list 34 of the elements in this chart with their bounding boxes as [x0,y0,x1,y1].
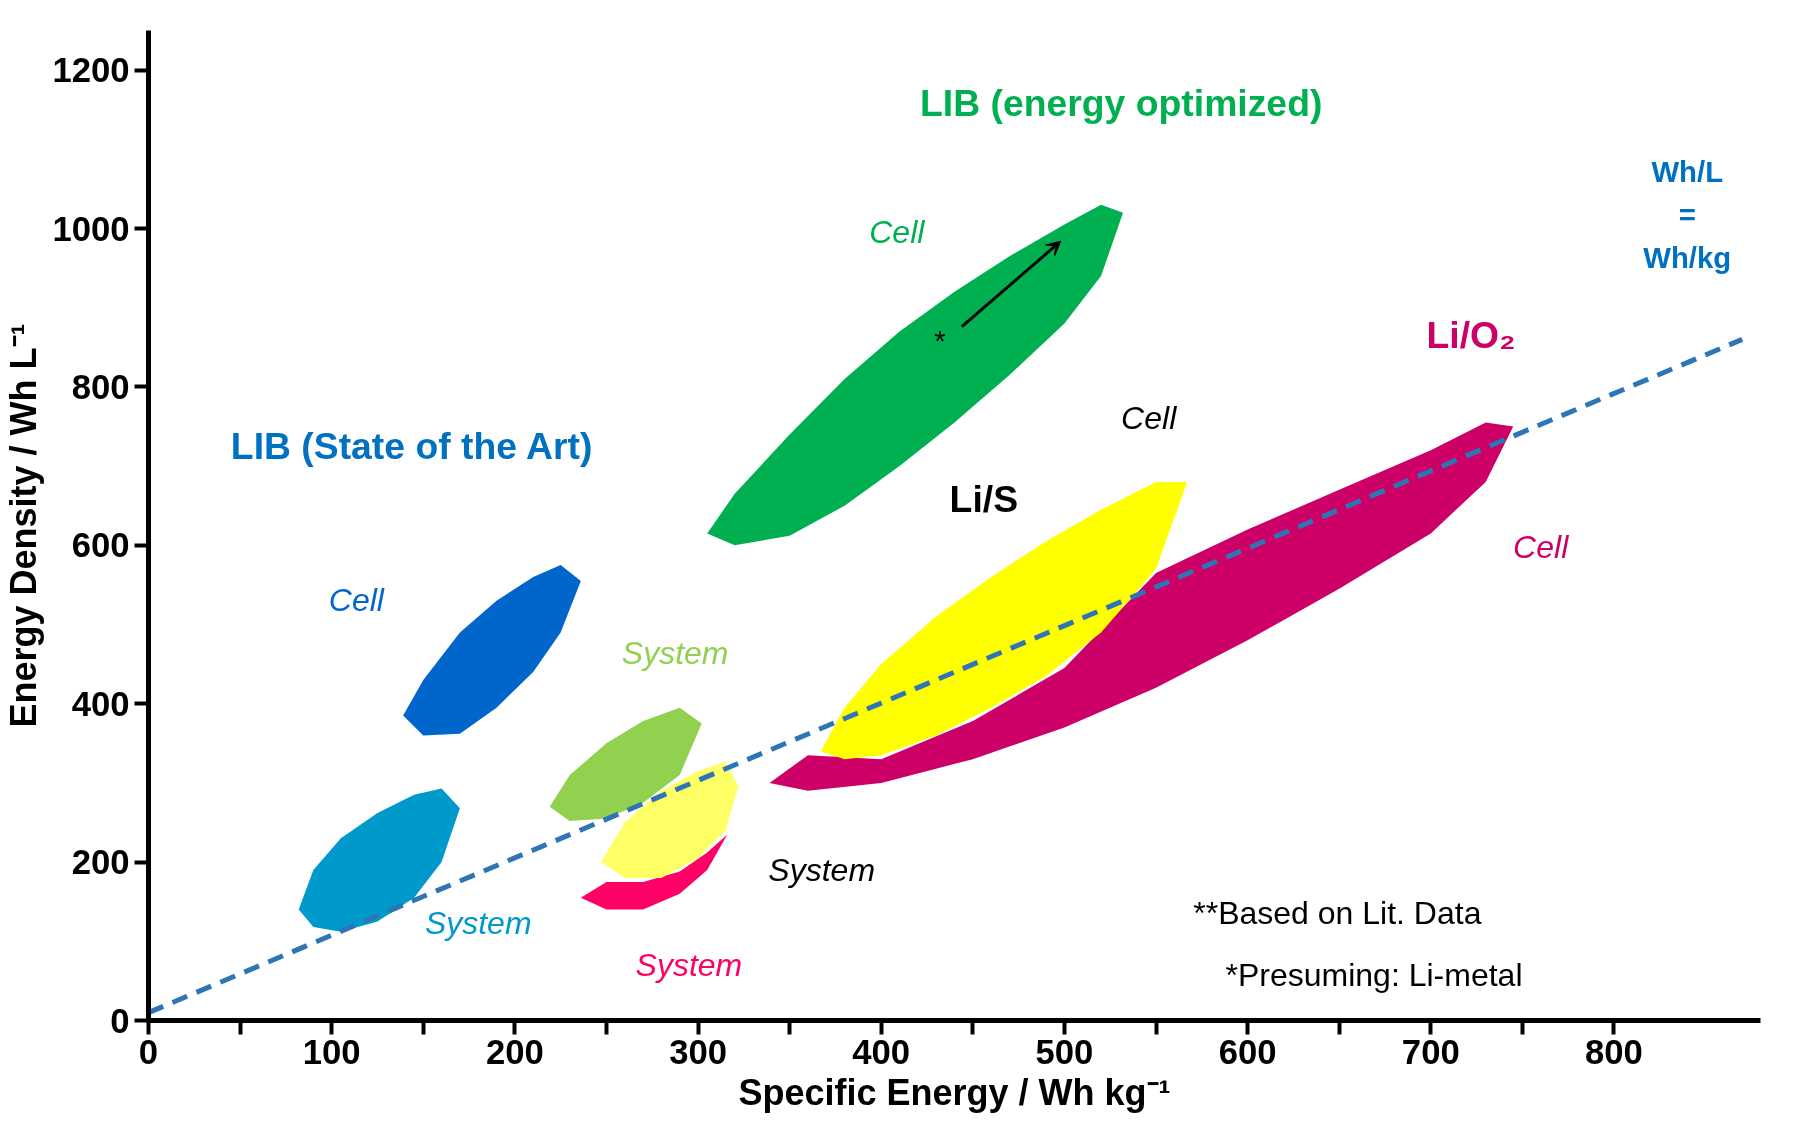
y-tick-label: 0 [110,1001,130,1040]
series-label: System [621,634,729,671]
annotation: * [934,324,946,358]
y-axis-title: Energy Density / Wh L⁻¹ [3,323,45,728]
y-tick-label: 200 [71,843,130,882]
x-tick-label: 800 [1585,1032,1643,1071]
x-tick-label: 700 [1401,1032,1460,1071]
series-label: Cell [1121,399,1178,436]
y-tick-label: 400 [71,684,130,723]
y-tick-label: 1000 [52,209,130,248]
y-tick-label: 1200 [52,51,130,90]
series-label: Cell [1513,529,1570,566]
x-tick-label: 0 [138,1032,159,1071]
series-label: Cell [869,214,926,251]
x-tick-label: 100 [302,1032,361,1071]
series-label: System [768,851,876,888]
annotation: Li/S [949,478,1019,521]
annotation: Li/O₂ [1426,314,1516,357]
x-axis-title: Specific Energy / Wh kg⁻¹ [738,1071,1171,1113]
series-label: System [635,946,743,983]
x-tick-label: 600 [1218,1032,1277,1071]
annotation: **Based on Lit. Data [1193,894,1482,931]
annotation: Wh/L = Wh/kg [1643,154,1732,274]
series-label: System [424,905,532,942]
x-tick-label: 500 [1035,1032,1094,1071]
x-tick-label: 300 [669,1032,727,1071]
annotation: LIB (State of the Art) [230,424,593,467]
y-tick-label: 800 [71,367,130,406]
text: Cell [328,581,385,618]
x-tick-label: 400 [852,1032,911,1071]
x-tick-label: 200 [485,1032,544,1071]
y-tick-label: 600 [71,526,130,565]
annotation: *Presuming: Li-metal [1225,956,1523,993]
annotation: LIB (energy optimized) [920,82,1323,125]
